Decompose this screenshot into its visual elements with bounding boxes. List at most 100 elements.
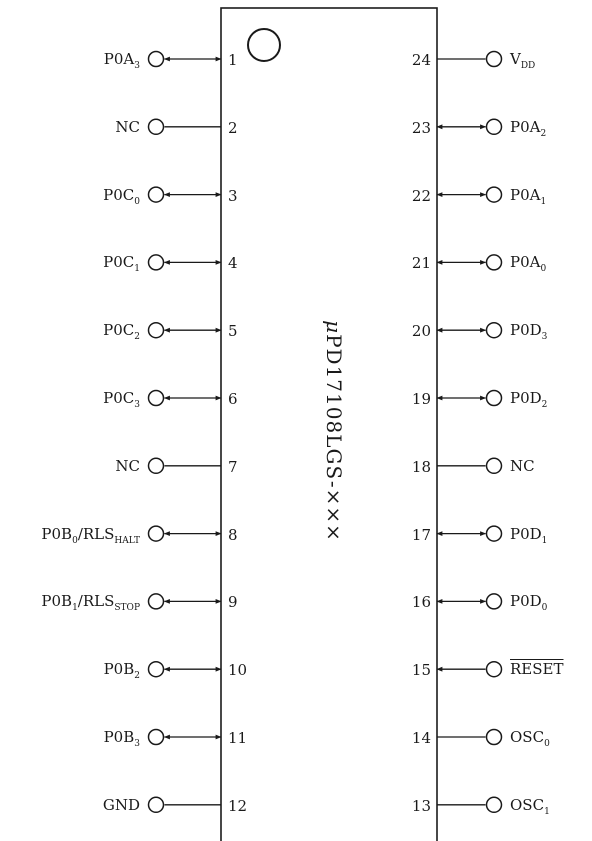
pin-label-sub: 1 [541,535,548,546]
pin-label-text: P0C [103,389,135,407]
pin-number-left: 4 [228,254,238,273]
pin-number-right: 13 [411,796,431,815]
pin-label-right: P0D0 [510,592,548,614]
pin-label-right: P0D3 [510,321,547,342]
pin-circle-right [485,254,503,271]
pin-label-text: P0D [510,389,542,407]
pin-number-right: 15 [411,661,431,680]
pin-number-left: 3 [228,186,238,205]
pin-label-left: P0C2 [103,321,140,343]
pin-label-text: V [510,50,521,68]
pin-circle-left [147,254,165,271]
pin-label-right: OSC1 [510,795,550,817]
pin-number-left: 1 [228,51,238,69]
pin-circle-left [147,593,165,610]
pin-label-left: NC [115,457,140,475]
pin-number-right: 18 [411,457,431,476]
pin-label-text: P0B [103,728,135,746]
pin-number-left: 11 [228,729,248,747]
pin-label-sub: 1 [72,603,78,614]
pin-label-text: P0B [41,592,73,611]
pin-circle-left [147,525,165,542]
pin-label-sub: 2 [134,332,140,343]
pin-number-right: 14 [411,729,431,747]
pin-label-sub: 1 [544,806,550,817]
pin-circle-left [147,321,165,339]
pin-circle-right [485,389,503,407]
pin-number-right: 23 [411,118,431,137]
pin-circle-left [147,660,165,678]
pin-label-right: RESET [510,660,563,678]
pin-label-sub: 0 [541,603,548,614]
pin-circle-right [485,186,503,203]
pin-label-text: P0A [510,185,541,204]
pin-label-right: OSC0 [510,728,550,749]
pin-number-left: 2 [228,118,238,137]
pin-label-left: P0C0 [103,185,140,207]
pin-label-right: VDD [510,50,536,71]
pin-label-sub: 0 [134,196,140,207]
pin-number-right: 21 [411,254,431,273]
pin-label-text: P0A [510,253,541,272]
pin-label-right: P0A2 [510,117,546,139]
pin-number-left: 8 [228,525,238,544]
pin-label-sub: 1 [134,264,140,275]
pin-circle-left [147,186,165,203]
pin-label-sub: 0 [72,535,78,546]
pin-circle-right [485,525,503,542]
pin-label-left: P0B0/RLSHALT [41,524,140,546]
pin-number-right: 16 [411,593,431,612]
chip-body [220,7,438,841]
pin-label-text: P0A [510,117,541,136]
pin-label-left: P0B2 [103,660,140,681]
pin-label-suffix: /RLS [77,592,115,611]
pin-number-left: 7 [228,457,238,476]
pin-number-right: 20 [411,322,431,341]
pin-circle-left [147,389,165,407]
pin-number-left: 10 [228,661,248,680]
pin-number-right: 19 [411,390,431,408]
pin-label-text: NC [510,456,535,475]
pin-label-text: NC [115,117,140,136]
pin-circle-left [147,728,165,746]
pin-label-right: NC [510,457,535,475]
pin-label-text: OSC [510,795,545,814]
pin-circle-left [147,50,165,68]
pin-number-right: 17 [411,525,431,544]
pin-circle-right [485,118,503,136]
pin-label-text: P0C [103,185,135,204]
pin-label-suffix-sub: STOP [114,603,140,614]
pin-circle-right [485,593,503,610]
pin-label-text: RESET [510,660,564,679]
pin-label-left: P0A3 [103,50,140,71]
pin-circle-right [485,50,503,68]
pin-label-text: P0D [510,321,542,340]
pin-label-text: P0B [103,660,135,679]
pin-label-text: GND [102,795,140,814]
pin-label-text: P0C [103,253,135,272]
pin-label-text: P0B [41,524,73,543]
pin-label-text: NC [115,456,140,475]
chip-name-text: PD17108LGS-××× [322,334,346,542]
pin-label-right: P0A0 [510,253,546,274]
pin-label-text: P0A [103,50,135,68]
pin1-notch [247,28,281,62]
chip-name-prefix: μ [322,320,346,335]
pin-label-sub: 3 [134,739,140,749]
pin-circle-right [485,457,503,475]
pin-circle-left [147,118,165,136]
pin-label-sub: DD [520,61,536,71]
pin-circle-left [147,457,165,475]
pin-number-left: 6 [228,390,238,408]
pin-label-right: P0A1 [510,185,546,207]
pin-label-suffix-sub: HALT [114,535,140,546]
pin-label-right: P0D1 [510,525,548,546]
pin-circle-left [147,796,165,814]
pin-label-left: P0B1/RLSSTOP [41,592,140,614]
pin-label-left: P0C1 [103,253,140,275]
pin-label-text: P0D [510,592,542,611]
pin-label-left: NC [115,118,140,136]
pin-label-left: P0C3 [103,389,140,410]
